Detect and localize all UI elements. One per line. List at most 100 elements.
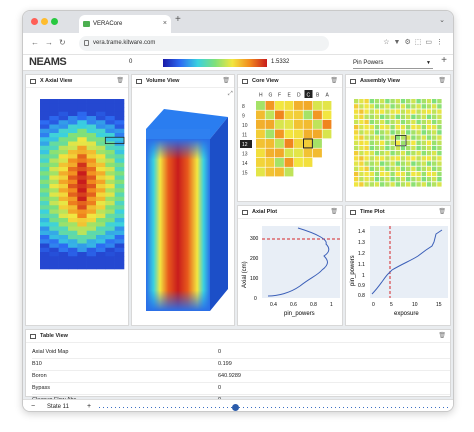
heatmap-cell	[77, 256, 87, 261]
color-range-max: 1.5332	[271, 59, 290, 65]
minimize-window-button[interactable]	[41, 18, 48, 25]
heatmap-cell	[49, 222, 59, 227]
pin-cell	[390, 182, 395, 187]
column-label: E	[288, 93, 292, 99]
pin-cell	[400, 151, 406, 156]
heatmap-cell	[58, 120, 69, 125]
panel-header: Core View 🗑	[238, 75, 342, 88]
forward-icon[interactable]: →	[45, 38, 53, 47]
state-slider[interactable]	[99, 404, 449, 411]
heatmap-cell	[77, 205, 87, 210]
pin-cell	[406, 145, 411, 151]
trash-icon[interactable]: 🗑	[438, 78, 446, 84]
pin-cell	[400, 114, 406, 119]
pin-cell	[406, 156, 411, 161]
heatmap-cell	[49, 141, 59, 147]
pin-cell	[406, 177, 411, 182]
pin-cell	[374, 171, 380, 177]
add-view-button[interactable]: +	[441, 55, 447, 66]
pin-cell	[380, 182, 385, 187]
y-tick: 300	[250, 236, 259, 242]
assembly-cell	[313, 101, 322, 110]
assembly-cell	[275, 158, 284, 167]
series-line	[371, 229, 443, 295]
heatmap-cell	[86, 184, 97, 189]
row-name: Axial Void Map	[32, 346, 218, 359]
heatmap-cell	[68, 184, 78, 189]
panel-header: X Axial View 🗑	[26, 75, 128, 88]
trash-icon[interactable]: 🗑	[222, 78, 230, 84]
pin-cell	[359, 119, 364, 125]
pin-cell	[354, 140, 359, 145]
pin-cell	[374, 99, 380, 104]
trash-icon[interactable]: 🗑	[438, 333, 446, 339]
next-state-icon[interactable]: +	[87, 403, 92, 410]
url-field[interactable]: vera.trame.kitware.com	[79, 36, 329, 51]
pin-cell	[400, 119, 406, 125]
trash-icon[interactable]: 🗑	[330, 78, 338, 84]
new-tab-button[interactable]: +	[175, 14, 181, 25]
trash-icon[interactable]: 🗑	[116, 78, 124, 84]
pin-cell	[369, 109, 374, 114]
close-window-button[interactable]	[31, 18, 38, 25]
table-icon	[30, 334, 36, 339]
heatmap-cell	[96, 171, 106, 176]
heatmap-cell	[105, 179, 115, 185]
pin-cell	[416, 151, 421, 156]
heatmap-cell	[114, 260, 125, 266]
browser-tab[interactable]: VERACore ×	[79, 15, 171, 33]
trash-icon[interactable]: 🗑	[330, 209, 338, 215]
pin-cell	[354, 104, 359, 109]
heatmap-cell	[49, 196, 59, 202]
maximize-window-button[interactable]	[51, 18, 58, 25]
heatmap-cell	[114, 120, 125, 125]
field-select[interactable]: Pin Powers ▼	[353, 57, 433, 69]
heatmap-cell	[40, 154, 50, 159]
prev-state-icon[interactable]: −	[31, 403, 36, 410]
core-map[interactable]: H G F E D C B A 8 9 10 11 12 13 14 15	[238, 89, 344, 201]
assembly-cell	[294, 139, 303, 148]
assembly-map[interactable]	[346, 89, 452, 201]
back-icon[interactable]: ←	[31, 38, 39, 47]
pin-cell	[390, 104, 395, 109]
tab-close-icon[interactable]: ×	[162, 20, 167, 27]
pin-cell	[437, 151, 442, 156]
pin-cell	[406, 171, 411, 177]
assembly-cell	[265, 110, 275, 120]
heatmap-cell	[58, 213, 69, 219]
heatmap-cell	[86, 133, 97, 138]
row-value: 0	[218, 382, 450, 395]
reload-icon[interactable]: ↻	[59, 38, 66, 47]
heatmap-cell	[96, 201, 106, 206]
tab-search-icon[interactable]: ⌄	[439, 17, 445, 24]
assembly-cell	[322, 101, 332, 110]
y-tick: 1	[362, 273, 365, 279]
trash-icon[interactable]: 🗑	[438, 209, 446, 215]
heatmap-cell	[114, 175, 125, 181]
x-tick: 0	[372, 302, 375, 308]
assembly-cell	[322, 120, 332, 129]
slider-thumb[interactable]	[232, 404, 239, 411]
heatmap-cell	[105, 99, 115, 104]
pin-cell	[400, 99, 406, 104]
pin-cell	[364, 156, 369, 161]
axial-plot-chart[interactable]: 0 100 200 300 0.4 0.6 0.8 1 pin_powers A…	[238, 220, 344, 326]
heatmap-cell	[40, 209, 50, 215]
pin-cell	[374, 166, 380, 171]
plot-area	[370, 226, 448, 298]
heatmap-cell	[114, 264, 125, 270]
extension-icons[interactable]: ☆▼⚙⬚▭⋮	[383, 39, 447, 46]
volume-render[interactable]: ⤢	[132, 89, 236, 325]
pin-cell	[437, 177, 442, 182]
heatmap-cell	[40, 107, 50, 113]
x-axial-heatmap[interactable]	[26, 89, 130, 325]
pin-cell	[395, 99, 400, 104]
heatmap-cell	[58, 133, 69, 138]
pin-cell	[395, 135, 400, 140]
heatmap-cell	[68, 209, 78, 215]
heatmap-cell	[77, 162, 87, 168]
heatmap-cell	[114, 184, 125, 189]
time-plot-chart[interactable]: 0.8 0.9 1 1.1 1.2 1.3 1.4 0 5 10 15 expo…	[346, 220, 452, 326]
fullscreen-icon[interactable]: ⤢	[228, 90, 233, 97]
pin-cell	[426, 125, 432, 130]
